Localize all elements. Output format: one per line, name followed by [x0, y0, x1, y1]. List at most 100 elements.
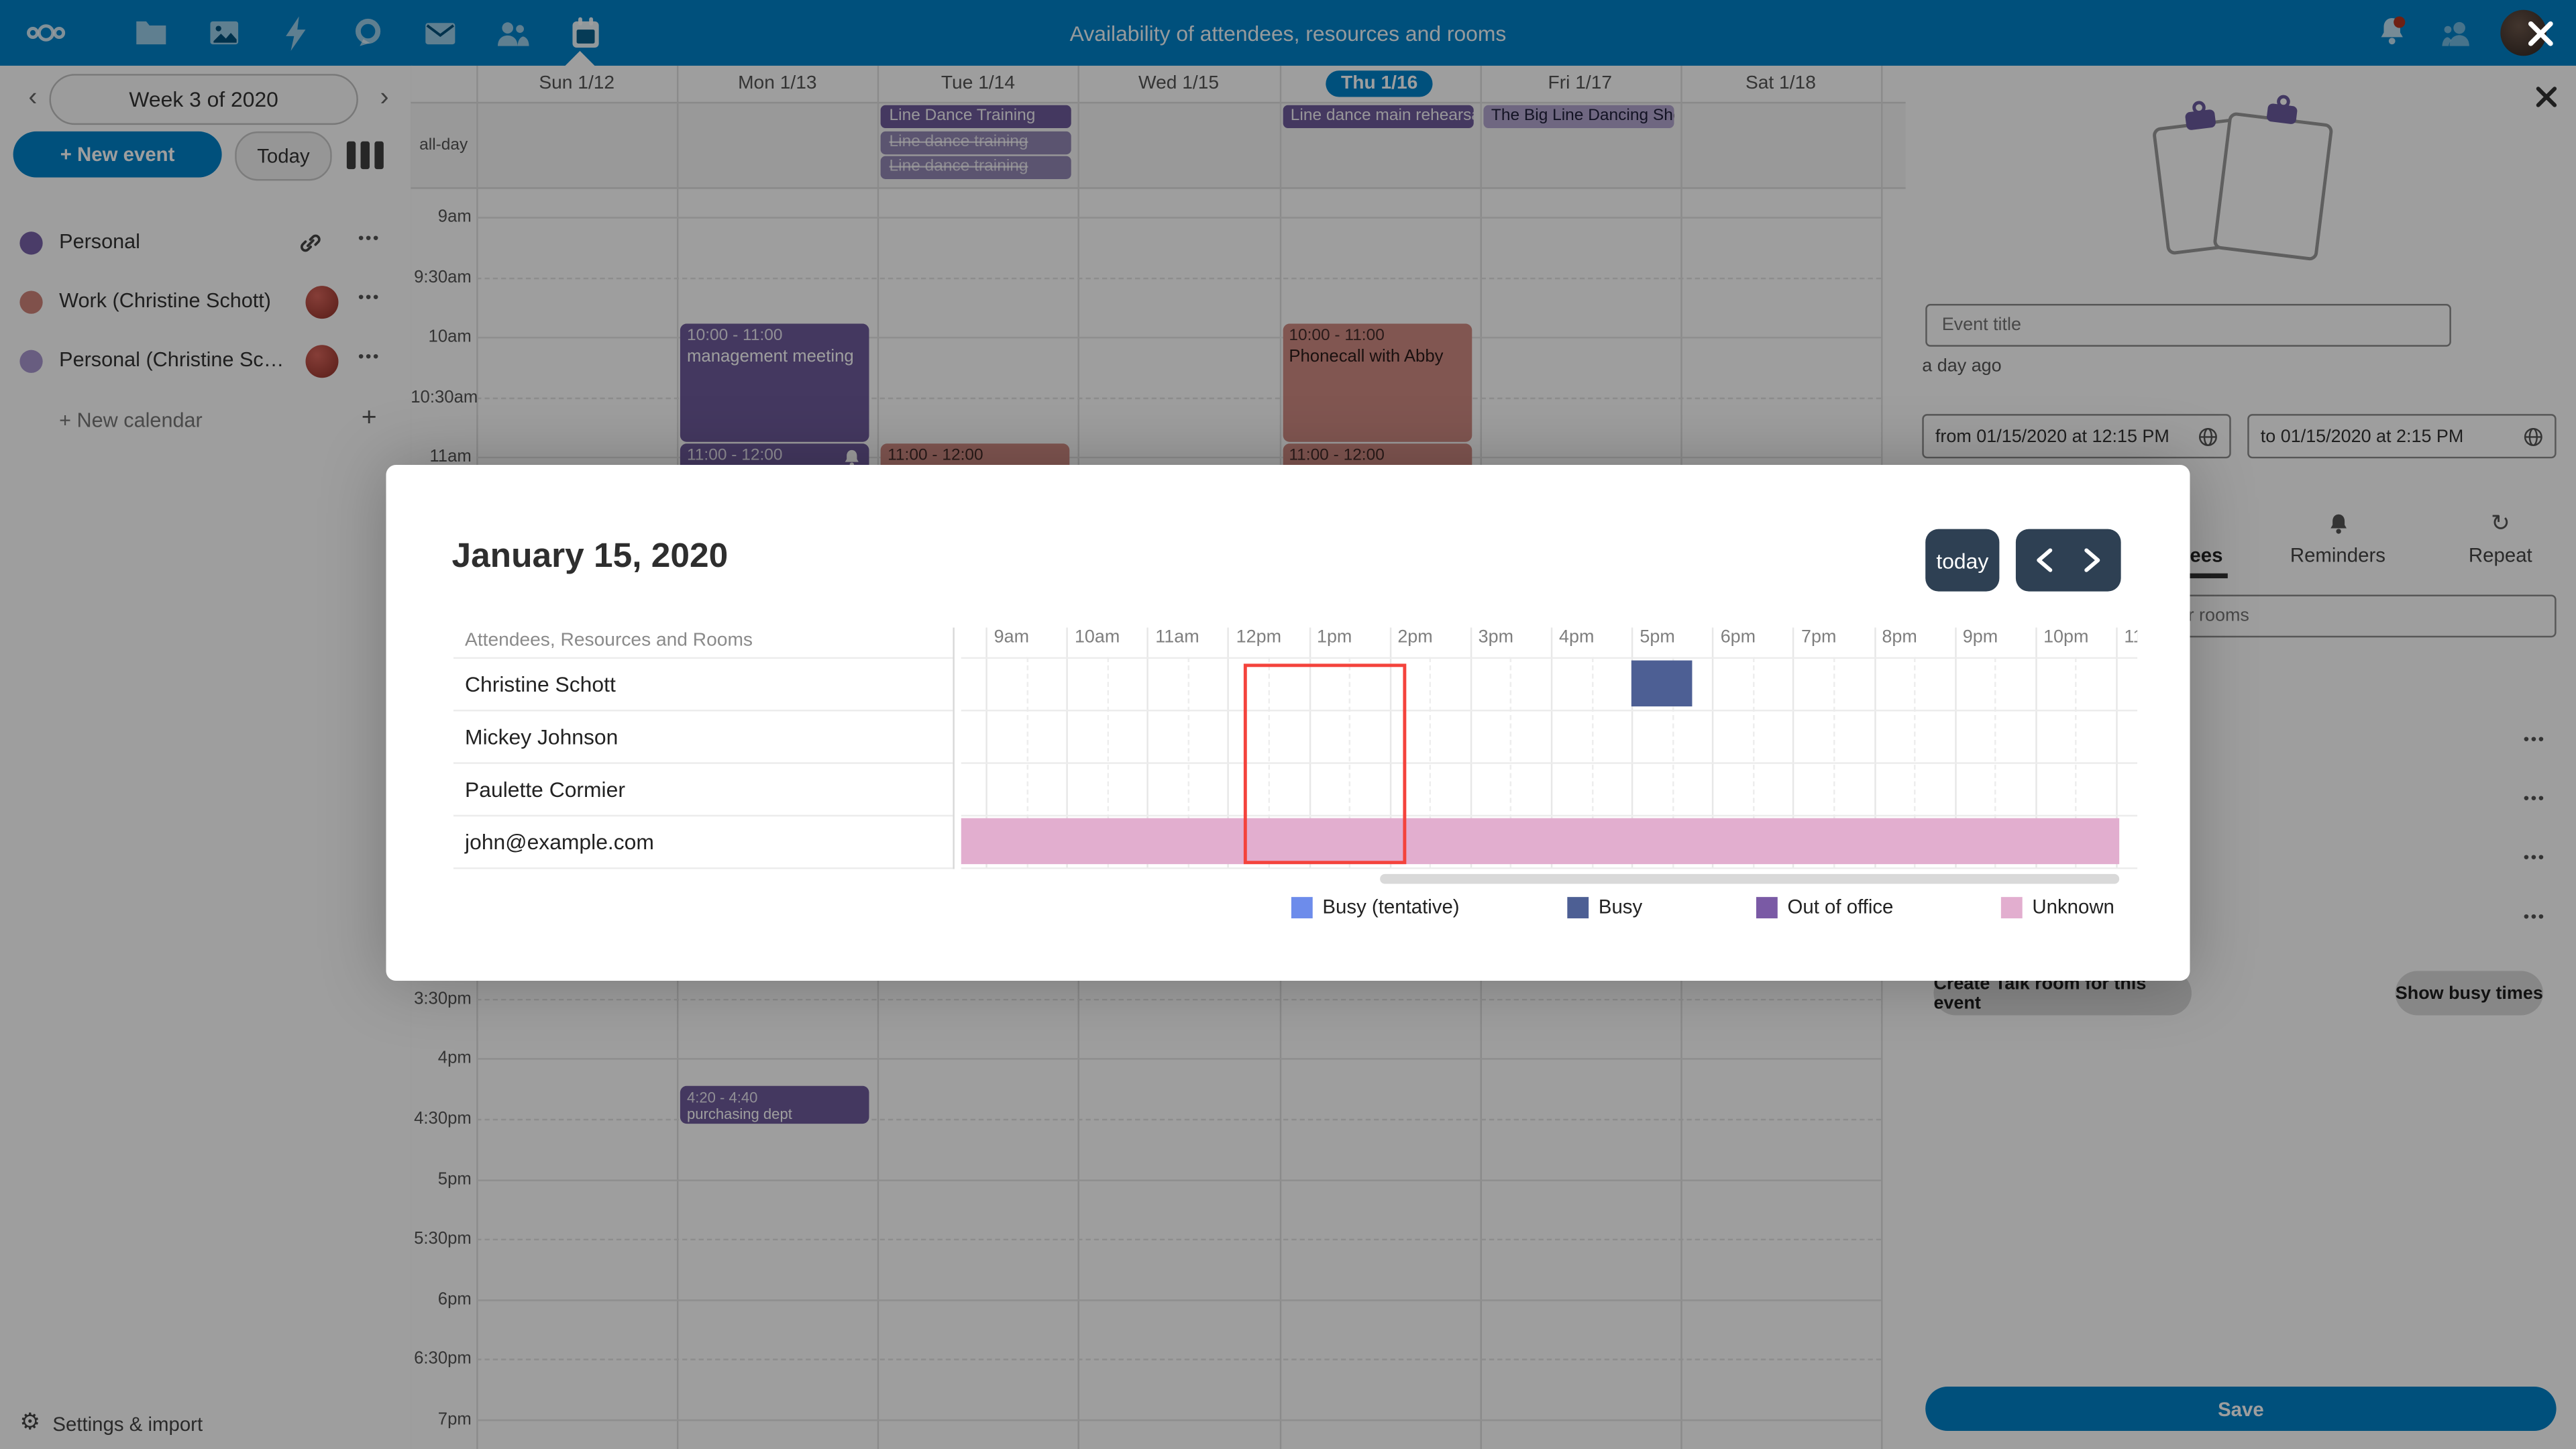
- allday-event[interactable]: Line dance training: [881, 130, 1072, 154]
- event-time: 11:00 - 12:00: [888, 447, 983, 466]
- legend-item: Out of office: [1756, 894, 1893, 920]
- modal-today-button[interactable]: today: [1925, 529, 2000, 592]
- last-modified-label: a day ago: [1922, 356, 2002, 376]
- grid-hour-line: [476, 217, 1882, 219]
- to-datetime-field[interactable]: to 01/15/2020 at 2:15 PM: [2247, 414, 2557, 459]
- modal-row-line: [961, 814, 2138, 817]
- gear-icon[interactable]: ⚙: [19, 1409, 41, 1436]
- event-title: Phonecall with Abby: [1289, 347, 1444, 367]
- new-calendar-plus-icon[interactable]: +: [361, 404, 377, 433]
- modal-hour-label: 12pm: [1236, 627, 1282, 647]
- modal-row-line: [961, 709, 2138, 712]
- day-header[interactable]: Tue 1/14: [941, 74, 1016, 94]
- week-view-toggle-icon[interactable]: [346, 141, 384, 170]
- event-time: 10:00 - 11:00: [1289, 327, 1385, 345]
- new-event-button[interactable]: + New event: [13, 131, 222, 178]
- timezone-globe-icon: [2198, 427, 2217, 445]
- grid-hour-line: [476, 1419, 1882, 1421]
- new-calendar-button[interactable]: + New calendar: [59, 409, 203, 433]
- modal-hour-label: 11pm: [2124, 627, 2137, 647]
- modal-prev-next-buttons[interactable]: [2015, 529, 2121, 592]
- modal-row-line: [961, 867, 2138, 869]
- show-busy-times-button[interactable]: Show busy times: [2395, 971, 2544, 1016]
- attendee-menu-icon[interactable]: •••: [2523, 790, 2546, 808]
- grid-scrollbar-thumb[interactable]: [1380, 873, 2120, 884]
- calendar-owner-avatar: [305, 345, 339, 378]
- modal-hour-line: [1470, 627, 1472, 869]
- calendar-list-item[interactable]: Work (Christine Schott) •••: [0, 281, 411, 324]
- modal-row-line: [961, 762, 2138, 764]
- event-title-input[interactable]: [1938, 313, 2438, 337]
- calendar-icon[interactable]: [565, 13, 604, 53]
- day-header[interactable]: Sun 1/12: [539, 74, 615, 94]
- photos-icon[interactable]: [204, 13, 244, 53]
- calendar-event[interactable]: 10:00 - 11:00 Phonecall with Abby: [1282, 323, 1472, 443]
- from-datetime-field[interactable]: from 01/15/2020 at 12:15 PM: [1922, 414, 2231, 459]
- day-header[interactable]: Mon 1/13: [738, 74, 817, 94]
- share-link-icon[interactable]: [299, 231, 322, 254]
- modal-hour-line: [1066, 627, 1069, 869]
- allday-event[interactable]: The Big Line Dancing Show: [1483, 105, 1674, 129]
- time-label: 9:30am: [414, 267, 472, 287]
- grid-halfhour-line: [476, 397, 1882, 399]
- tab-reminders[interactable]: Reminders: [2262, 513, 2413, 578]
- attendee-column-header: Attendees, Resources and Rooms: [465, 631, 753, 651]
- day-header[interactable]: Thu 1/16: [1279, 66, 1480, 102]
- mail-icon[interactable]: [421, 13, 460, 53]
- calendar-event[interactable]: 10:00 - 11:00 management meeting: [680, 323, 870, 443]
- sidebar-close-icon[interactable]: [2535, 85, 2558, 108]
- files-icon[interactable]: [131, 13, 171, 53]
- modal-close-icon[interactable]: [2520, 13, 2560, 53]
- notifications-bell-icon[interactable]: [2372, 13, 2412, 53]
- calendar-list-item[interactable]: Personal •••: [0, 222, 411, 265]
- grid-halfhour-line: [476, 998, 1882, 1000]
- allday-event[interactable]: Line dance main rehearsal: [1282, 105, 1473, 129]
- contacts-icon[interactable]: [493, 13, 533, 53]
- modal-row-line: [453, 814, 953, 817]
- availability-modal: January 15, 2020 today Attendees, Resour…: [386, 465, 2190, 981]
- time-label: 3:30pm: [414, 988, 472, 1009]
- tab-repeat[interactable]: ↻ Repeat: [2425, 513, 2576, 578]
- day-header[interactable]: Wed 1/15: [1138, 74, 1220, 94]
- attendee-menu-icon[interactable]: •••: [2523, 731, 2546, 749]
- next-week-chevron-icon[interactable]: ›: [380, 83, 389, 112]
- from-datetime-value: from 01/15/2020 at 12:15 PM: [1935, 426, 2169, 446]
- grid-halfhour-line: [476, 276, 1882, 279]
- calendar-menu-icon[interactable]: •••: [358, 289, 380, 307]
- day-header[interactable]: Fri 1/17: [1548, 74, 1613, 94]
- calendar-event[interactable]: 4:20 - 4:40 purchasing dept: [680, 1085, 870, 1124]
- allday-label: all-day: [419, 136, 468, 155]
- talk-icon[interactable]: [348, 13, 388, 53]
- grid-hour-line: [476, 1059, 1882, 1061]
- allday-event[interactable]: Line Dance Training: [881, 105, 1072, 129]
- calendar-menu-icon[interactable]: •••: [358, 348, 380, 367]
- today-button[interactable]: Today: [235, 131, 332, 181]
- calendar-color-dot: [19, 290, 43, 314]
- time-label: 10:30am: [411, 387, 478, 407]
- grid-halfhour-line: [476, 1359, 1882, 1361]
- modal-hour-label: 4pm: [1559, 627, 1595, 647]
- allday-event[interactable]: Line dance training: [881, 156, 1072, 179]
- calendar-menu-icon[interactable]: •••: [358, 229, 380, 248]
- legend-item: Unknown: [2000, 894, 2114, 920]
- save-button[interactable]: Save: [1925, 1386, 2557, 1432]
- attendee-menu-icon[interactable]: •••: [2523, 849, 2546, 868]
- event-illustration: [2111, 82, 2374, 287]
- previous-week-chevron-icon[interactable]: ‹: [28, 83, 38, 112]
- tab-label: Repeat: [2468, 543, 2532, 567]
- availability-selection[interactable]: [1244, 663, 1406, 865]
- modal-hour-label: 9am: [994, 627, 1030, 647]
- nextcloud-logo-icon[interactable]: [26, 13, 66, 53]
- attendee-menu-icon[interactable]: •••: [2523, 908, 2546, 927]
- day-header[interactable]: Sat 1/18: [1745, 74, 1816, 94]
- contacts-menu-icon[interactable]: [2438, 13, 2477, 53]
- settings-import-button[interactable]: Settings & import: [52, 1413, 203, 1436]
- activity-icon[interactable]: [276, 13, 315, 53]
- modal-row-line: [453, 762, 953, 764]
- attendee-name: Mickey Johnson: [465, 724, 619, 749]
- time-label: 9am: [437, 207, 472, 227]
- page-title: Availability of attendees, resources and…: [1069, 20, 1507, 46]
- calendar-list-item[interactable]: Personal (Christine Scho…) •••: [0, 340, 411, 383]
- week-selector[interactable]: Week 3 of 2020: [49, 74, 358, 125]
